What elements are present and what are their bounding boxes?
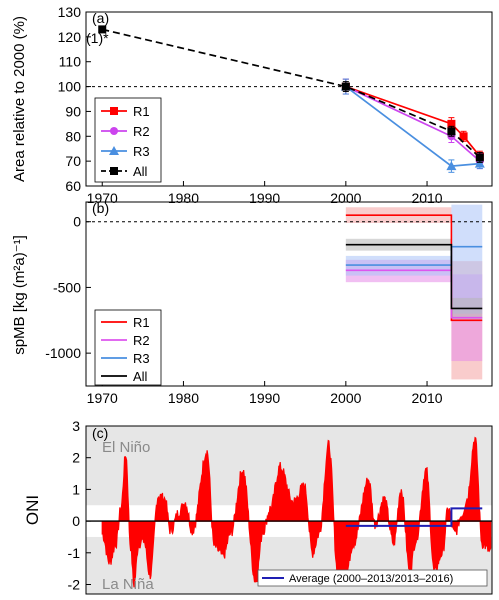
average-step-line bbox=[345, 507, 483, 527]
oni-area-fill bbox=[101, 436, 492, 588]
y-tick-label: -1 bbox=[68, 545, 81, 561]
series-line bbox=[345, 85, 481, 162]
legend-label: All bbox=[133, 369, 148, 384]
x-tick-label: 1980 bbox=[168, 390, 199, 406]
x-axis-ticks: 1970 1980 1990 2000 2010 bbox=[87, 381, 443, 406]
y-tick-label: 100 bbox=[58, 79, 82, 95]
x-tick-label: 2000 bbox=[330, 390, 361, 406]
y-tick-label: -500 bbox=[53, 279, 81, 295]
y-axis-label: ONI bbox=[23, 495, 42, 525]
marker-square bbox=[98, 25, 107, 34]
y-tick-label: 3 bbox=[72, 418, 80, 434]
y-axis-ticks: 60 70 80 90 100 110 120 130 bbox=[58, 4, 91, 194]
marker-circle bbox=[110, 127, 118, 135]
y-tick-label: -1000 bbox=[45, 345, 81, 361]
series-line bbox=[345, 85, 481, 157]
plot-frame bbox=[85, 201, 493, 387]
marker-square bbox=[341, 82, 350, 91]
y-tick-label: 60 bbox=[65, 178, 81, 194]
y-tick-label: 0 bbox=[72, 513, 80, 529]
x-tick-label: 1990 bbox=[249, 390, 280, 406]
y-tick-label: 80 bbox=[65, 128, 81, 144]
series-group bbox=[345, 214, 483, 322]
y-tick-label: 130 bbox=[58, 4, 82, 20]
y-axis-ticks: -2 -1 0 1 2 3 bbox=[68, 418, 91, 592]
y-tick-label: 120 bbox=[58, 29, 82, 45]
x-tick-label: 1980 bbox=[168, 190, 199, 206]
y-tick-label: 110 bbox=[59, 54, 82, 70]
marker-triangle bbox=[474, 158, 485, 168]
y-tick-label: 0 bbox=[73, 214, 81, 230]
plot-frame bbox=[85, 425, 493, 595]
marker-square bbox=[110, 107, 118, 115]
series-line bbox=[102, 28, 481, 159]
panel-label: (c) bbox=[92, 425, 108, 441]
legend-box bbox=[94, 97, 162, 183]
el-nino-label: El Niño bbox=[102, 439, 150, 456]
series-group bbox=[98, 25, 485, 173]
series-all bbox=[98, 25, 484, 163]
marker-square bbox=[475, 153, 484, 162]
y-axis-label: spMB [kg (m²a)⁻¹] bbox=[11, 235, 28, 355]
marker-square bbox=[447, 127, 456, 136]
legend-label: Average (2000–2013/2013–2016) bbox=[289, 573, 453, 585]
average-line bbox=[345, 507, 483, 527]
la-nina-label: La Niña bbox=[102, 576, 154, 593]
panel-label: (b) bbox=[92, 200, 109, 216]
plot-frame bbox=[85, 11, 493, 187]
oni-area bbox=[86, 436, 492, 588]
panel-label: (a) bbox=[92, 10, 109, 26]
legend-label: R2 bbox=[133, 124, 150, 139]
marker-triangle bbox=[446, 161, 457, 171]
legend: R1 R2 R3 All bbox=[94, 97, 162, 183]
y-axis-ticks: 0 -500 -1000 bbox=[45, 214, 91, 361]
x-tick-label: 2010 bbox=[411, 190, 442, 206]
uncertainty-band bbox=[451, 204, 483, 314]
legend-label: R3 bbox=[133, 351, 150, 366]
series-r1 bbox=[341, 78, 484, 162]
marker-triangle bbox=[109, 146, 119, 155]
panel-mass-balance-chart: (b) 0 -500 -1000 1970 1980 1990 2000 2010 spMB… bbox=[11, 200, 493, 406]
legend-label: R2 bbox=[133, 333, 150, 348]
marker-square bbox=[110, 167, 118, 175]
panel-oni-chart: (c) El Niño La Niña -2 -1 0 1 2 3 ONI Average… bbox=[23, 418, 493, 595]
uncertainty-bands bbox=[345, 204, 483, 380]
y-tick-label: 70 bbox=[65, 153, 81, 169]
legend: R1 R2 R3 All bbox=[94, 309, 162, 386]
x-tick-label: 2000 bbox=[330, 190, 361, 206]
x-tick-label: 1990 bbox=[249, 190, 280, 206]
legend: Average (2000–2013/2013–2016) bbox=[257, 569, 488, 587]
legend-label: R3 bbox=[133, 144, 150, 159]
y-tick-label: 90 bbox=[65, 103, 81, 119]
legend-label: R1 bbox=[133, 315, 150, 330]
series-line bbox=[345, 85, 480, 167]
annotation-label: (1)* bbox=[86, 30, 109, 46]
marker-square bbox=[447, 119, 456, 128]
x-tick-label: 2010 bbox=[411, 390, 442, 406]
legend-label: R1 bbox=[133, 104, 150, 119]
legend-box bbox=[257, 569, 488, 587]
legend-label: All bbox=[133, 164, 148, 179]
series-step-all bbox=[345, 243, 483, 310]
x-tick-label: 1970 bbox=[87, 390, 118, 406]
marker-square bbox=[459, 132, 468, 141]
y-axis-label: Area relative to 2000 (%) bbox=[11, 16, 28, 182]
y-tick-label: 1 bbox=[72, 481, 80, 497]
y-tick-label: -2 bbox=[68, 576, 81, 592]
y-tick-label: 2 bbox=[72, 450, 80, 466]
